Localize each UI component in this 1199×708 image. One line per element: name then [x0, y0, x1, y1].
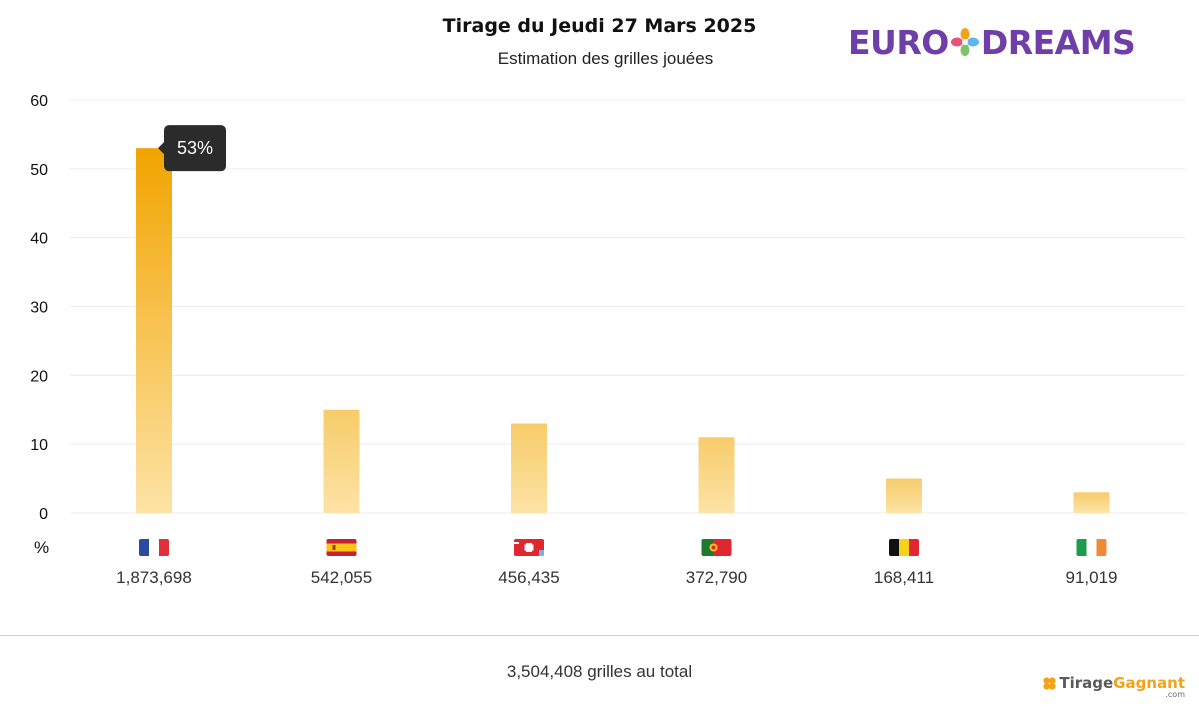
chart-subtitle: Estimation des grilles jouées [497, 49, 714, 68]
y-tick-label: 20 [30, 368, 48, 385]
bar-belgique[interactable] [886, 478, 922, 513]
portugal-flag-icon [701, 539, 732, 556]
spain-flag-icon [326, 539, 357, 556]
bar-suisse[interactable] [511, 423, 547, 513]
y-tick-label: 50 [30, 162, 48, 179]
y-tick-label: 40 [30, 231, 48, 248]
belgium-flag-icon [889, 539, 919, 556]
france-flag-icon [139, 539, 169, 556]
x-tick-label: 542,055 [311, 568, 372, 587]
x-tick-label: 1,873,698 [116, 568, 192, 587]
bar-france[interactable] [136, 148, 172, 513]
tooltip-text: 53% [177, 138, 213, 158]
logo-text-euro: EURO [848, 22, 949, 62]
x-tick-label: 168,411 [874, 568, 934, 587]
bar-irlande[interactable] [1073, 492, 1110, 513]
tiragegagnant-logo: Tirage Gagnant .com [1042, 674, 1185, 699]
brand-domain: .com [1165, 690, 1185, 699]
eurodreams-logo: EURO DREAMS [848, 22, 1136, 62]
brand-main: Tirage [1059, 674, 1114, 692]
y-tick-label: 0 [39, 506, 48, 523]
total-grids: 3,504,408 grilles au total [506, 662, 693, 681]
x-tick-label: 456,435 [498, 568, 559, 587]
flower-icon [950, 28, 979, 56]
tooltip: 53% [158, 125, 226, 172]
logo-text-dreams: DREAMS [980, 22, 1136, 62]
y-axis-unit: % [34, 538, 50, 557]
y-tick-label: 60 [30, 93, 48, 110]
bar-portugal[interactable] [698, 437, 735, 513]
bar-espagne[interactable] [323, 409, 360, 513]
x-tick-label: 372,790 [686, 568, 747, 587]
brand-accent: Gagnant [1113, 674, 1185, 692]
ireland-flag-icon [1076, 539, 1107, 556]
x-tick-label: 91,019 [1066, 568, 1118, 587]
clover-icon [1043, 676, 1056, 690]
chart-title: Tirage du Jeudi 27 Mars 2025 [442, 15, 757, 37]
y-tick-label: 30 [30, 300, 48, 317]
footer-divider [0, 635, 1199, 636]
bar-chart: 0 10 20 30 40 50 60 1,873,698 542,055 456,435 372… [30, 93, 1185, 587]
switzerland-flag-icon [514, 539, 544, 556]
y-tick-label: 10 [30, 437, 48, 454]
